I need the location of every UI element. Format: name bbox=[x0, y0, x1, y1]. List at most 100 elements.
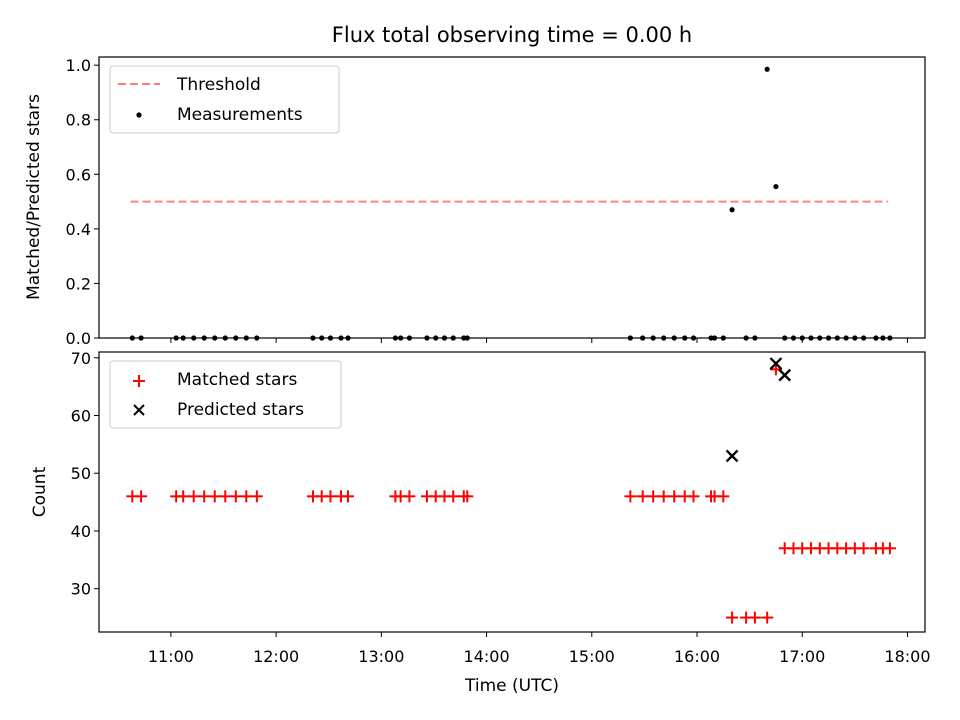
measurement-point bbox=[650, 335, 656, 341]
matched-star-marker bbox=[198, 490, 211, 503]
measurement-point bbox=[173, 335, 179, 341]
y-tick-label: 30 bbox=[71, 580, 91, 599]
predicted-star-marker bbox=[725, 449, 739, 463]
matched-star-marker bbox=[208, 490, 221, 503]
figure-title: Flux total observing time = 0.00 h bbox=[332, 23, 692, 47]
matched-star-marker bbox=[726, 611, 739, 624]
matched-star-marker bbox=[135, 490, 148, 503]
matched-star-marker bbox=[403, 490, 416, 503]
measurement-point bbox=[711, 335, 718, 341]
measurement-point bbox=[254, 335, 260, 341]
count-x-axis: 11:00 12:00 13:00 14:00 15:00 16:00 17:00 18:00 bbox=[148, 632, 931, 666]
x-tick-label: 14:00 bbox=[464, 647, 510, 666]
matched-star-marker bbox=[250, 490, 263, 503]
matched-star-marker bbox=[687, 490, 700, 503]
matched-star-marker bbox=[187, 490, 200, 503]
measurement-point bbox=[424, 335, 430, 341]
measurement-point bbox=[191, 335, 197, 341]
measurement-point bbox=[243, 335, 249, 341]
measurement-point bbox=[640, 335, 646, 341]
measurement-point bbox=[398, 335, 404, 341]
measurement-point bbox=[743, 335, 749, 341]
matched-star-marker bbox=[324, 490, 337, 503]
count-y-axis-label: Count bbox=[30, 466, 50, 517]
y-tick-label: 50 bbox=[71, 464, 91, 483]
measurement-point bbox=[808, 335, 814, 341]
measurement-point bbox=[852, 335, 858, 341]
measurement-point bbox=[817, 335, 823, 341]
matched-star-marker bbox=[636, 490, 649, 503]
measurement-point bbox=[790, 335, 797, 341]
measurement-point bbox=[834, 335, 840, 341]
matched-star-marker bbox=[857, 542, 870, 555]
measurement-point bbox=[233, 335, 239, 341]
matched-star-marker bbox=[219, 490, 232, 503]
count-x-axis-label: Time (UTC) bbox=[464, 676, 559, 696]
y-tick-label: 60 bbox=[71, 407, 91, 426]
measurement-point bbox=[138, 335, 144, 341]
measurement-point bbox=[880, 335, 886, 341]
measurement-point bbox=[682, 335, 688, 341]
matched-star-marker bbox=[177, 490, 190, 503]
legend-predicted-label: Predicted stars bbox=[177, 400, 304, 420]
ratio-y-axis-label: Matched/Predicted stars bbox=[24, 94, 44, 300]
matched-star-marker bbox=[883, 542, 896, 555]
measurement-point bbox=[310, 335, 316, 341]
ratio-plot-frame bbox=[98, 56, 926, 339]
x-tick-label: 13:00 bbox=[358, 647, 404, 666]
measurement-point bbox=[441, 335, 448, 341]
matched-star-marker bbox=[717, 490, 730, 503]
matched-star-marker bbox=[229, 490, 242, 503]
measurement-point bbox=[327, 335, 334, 341]
measurement-point bbox=[843, 335, 849, 341]
matched-star-marker bbox=[240, 490, 253, 503]
measurement-point bbox=[887, 335, 893, 341]
measurement-point bbox=[129, 335, 135, 341]
y-tick-label: 0.4 bbox=[66, 220, 91, 239]
legend-threshold-label: Threshold bbox=[176, 75, 261, 95]
legend-matched-label: Matched stars bbox=[177, 370, 297, 390]
measurement-point bbox=[825, 335, 832, 341]
measurement-point bbox=[773, 183, 779, 190]
measurement-point bbox=[729, 207, 735, 213]
legend-matched-swatch bbox=[133, 375, 145, 387]
measurement-point bbox=[690, 335, 697, 341]
ratio-x-ticks bbox=[170, 338, 908, 343]
x-tick-label: 17:00 bbox=[779, 647, 825, 666]
ratio-legend-box bbox=[109, 65, 340, 134]
y-tick-label: 70 bbox=[71, 349, 91, 368]
y-tick-label: 40 bbox=[71, 522, 91, 541]
measurement-point bbox=[406, 335, 413, 341]
y-tick-label: 0.6 bbox=[66, 165, 91, 184]
measurement-point bbox=[464, 335, 470, 341]
legend-predicted-swatch bbox=[133, 404, 145, 416]
measurement-point bbox=[392, 335, 398, 341]
measurement-point bbox=[222, 335, 228, 341]
measurement-point bbox=[782, 335, 788, 341]
matched-star-marker bbox=[624, 490, 637, 503]
measurement-point bbox=[180, 335, 186, 341]
measurement-point bbox=[450, 335, 456, 341]
measurement-point bbox=[752, 335, 758, 341]
measurement-point bbox=[861, 335, 867, 341]
measurement-point bbox=[873, 335, 879, 341]
legend-measurements-swatch bbox=[136, 112, 142, 118]
matched-star-marker bbox=[447, 490, 460, 503]
y-tick-label: 1.0 bbox=[66, 56, 91, 75]
measurement-point bbox=[319, 335, 325, 341]
measurement-point bbox=[212, 335, 218, 341]
matched-star-marker bbox=[761, 611, 774, 624]
measurement-point bbox=[338, 335, 344, 341]
ratio-plot-marks bbox=[129, 66, 893, 341]
count-legend: Matched stars Predicted stars bbox=[109, 360, 342, 429]
count-plot-frame bbox=[98, 351, 926, 633]
ratio-panel: 0.0 0.2 0.4 0.6 0.8 1.0 Matched/Predicted sta… bbox=[24, 56, 926, 348]
y-tick-label: 0.8 bbox=[66, 111, 91, 130]
measurement-point bbox=[627, 335, 633, 341]
x-tick-label: 12:00 bbox=[253, 647, 299, 666]
x-tick-label: 16:00 bbox=[674, 647, 720, 666]
matched-star-marker bbox=[668, 490, 681, 503]
matched-star-marker bbox=[461, 490, 474, 503]
matched-star-marker bbox=[657, 490, 670, 503]
